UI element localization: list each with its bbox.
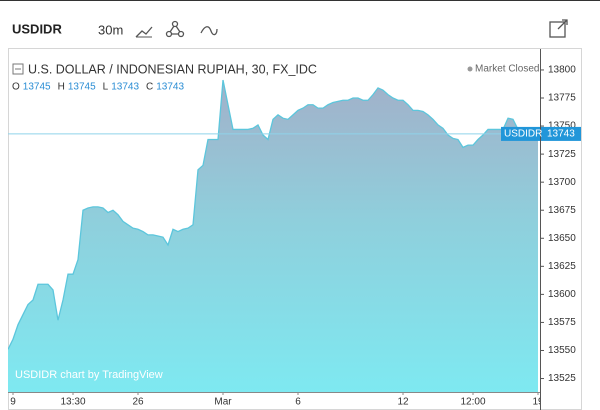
y-tick-label: 13525: [548, 373, 576, 384]
y-tick-label: 13675: [548, 205, 576, 216]
x-axis-labels: 9 13:30 26 Mar 6 12 12:00 19: [10, 392, 544, 408]
ohlc-value: 13743: [156, 82, 184, 93]
last-price-tag: [541, 126, 581, 141]
x-tick-label: 6: [295, 397, 301, 408]
ohlc-legend: O 13745 H 13745 L 13743 C 13743: [12, 82, 184, 93]
ohlc-label: L: [103, 82, 109, 93]
interval[interactable]: 30m: [98, 22, 123, 37]
popout-icon[interactable]: [549, 19, 568, 38]
x-tick-label: 9: [10, 397, 16, 408]
last-price-label: 13743: [547, 129, 575, 140]
y-tick-label: 13725: [548, 149, 576, 160]
chart-title: U.S. DOLLAR / INDONESIAN RUPIAH, 30, FX_…: [28, 62, 317, 76]
y-tick-label: 13800: [548, 65, 576, 76]
ohlc-value: 13745: [68, 82, 96, 93]
ohlc-label: H: [58, 82, 65, 93]
watermark: USDIDR chart by TradingView: [15, 369, 163, 381]
y-tick-label: 13750: [548, 121, 576, 132]
chart-style-icon[interactable]: [135, 26, 153, 38]
x-tick-label: Mar: [214, 397, 232, 408]
symbol-tag: [501, 126, 540, 141]
symbol[interactable]: USDIDR: [12, 21, 62, 36]
area: [8, 80, 538, 393]
status-dot: [467, 66, 473, 72]
plot-area: [8, 79, 539, 393]
collapse-icon[interactable]: [12, 63, 24, 75]
ohlc-label: O: [12, 82, 20, 93]
y-tick-label: 13550: [548, 345, 576, 356]
x-tick-label: 19: [532, 397, 544, 408]
compare-icon[interactable]: [200, 26, 218, 36]
ohlc-value: 13745: [23, 82, 51, 93]
y-tick-label: 13700: [548, 177, 576, 188]
y-tick-label: 13575: [548, 317, 576, 328]
x-tick-label: 12:00: [460, 397, 485, 408]
y-tick-label: 13625: [548, 261, 576, 272]
indicators-icon[interactable]: [165, 20, 185, 38]
y-tick-label: 13650: [548, 233, 576, 244]
x-tick-label: 13:30: [60, 397, 85, 408]
x-tick-label: 12: [397, 397, 409, 408]
ohlc-label: C: [146, 82, 153, 93]
ohlc-value: 13743: [111, 82, 139, 93]
y-tick-label: 13775: [548, 93, 576, 104]
x-tick-label: 26: [132, 397, 144, 408]
market-status: Market Closed: [475, 64, 539, 75]
line: [8, 79, 539, 350]
symbol-tag-label: USDIDR: [504, 129, 542, 140]
y-tick-label: 13600: [548, 289, 576, 300]
